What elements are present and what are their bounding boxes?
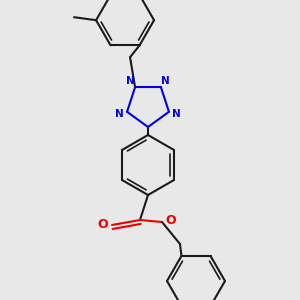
Text: O: O: [166, 214, 176, 227]
Text: N: N: [115, 109, 124, 119]
Text: N: N: [161, 76, 170, 86]
Text: N: N: [126, 76, 135, 86]
Text: O: O: [98, 218, 108, 230]
Text: N: N: [172, 109, 181, 119]
